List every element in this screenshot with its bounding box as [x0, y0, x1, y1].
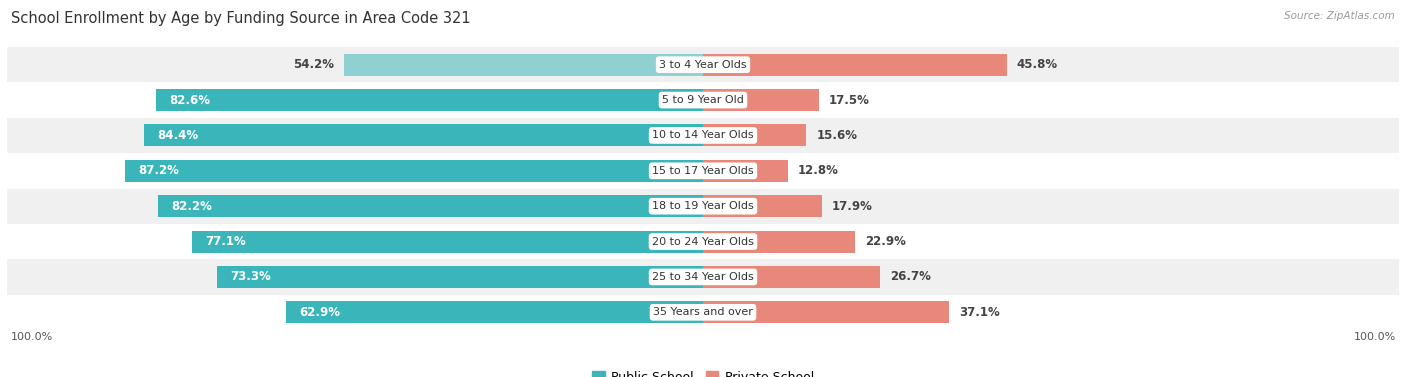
Bar	[125, 160, 703, 182]
Text: 62.9%: 62.9%	[299, 306, 340, 319]
Text: 82.6%: 82.6%	[169, 93, 209, 107]
Text: 54.2%: 54.2%	[292, 58, 333, 71]
Bar	[7, 83, 1399, 118]
Bar	[703, 266, 880, 288]
Text: 3 to 4 Year Olds: 3 to 4 Year Olds	[659, 60, 747, 70]
Bar	[7, 188, 1399, 224]
Bar	[157, 195, 703, 217]
Bar	[703, 301, 949, 323]
Text: 15 to 17 Year Olds: 15 to 17 Year Olds	[652, 166, 754, 176]
Bar	[703, 195, 821, 217]
Text: 10 to 14 Year Olds: 10 to 14 Year Olds	[652, 130, 754, 141]
Text: 35 Years and over: 35 Years and over	[652, 307, 754, 317]
Bar	[7, 224, 1399, 259]
Bar	[285, 301, 703, 323]
Bar	[193, 231, 703, 253]
Bar	[7, 294, 1399, 330]
Text: 77.1%: 77.1%	[205, 235, 246, 248]
Text: 37.1%: 37.1%	[959, 306, 1000, 319]
Text: 12.8%: 12.8%	[797, 164, 838, 177]
Bar	[7, 47, 1399, 83]
Bar	[343, 54, 703, 76]
Text: 25 to 34 Year Olds: 25 to 34 Year Olds	[652, 272, 754, 282]
Legend: Public School, Private School: Public School, Private School	[588, 366, 818, 377]
Bar	[156, 89, 703, 111]
Text: 22.9%: 22.9%	[865, 235, 905, 248]
Bar	[7, 118, 1399, 153]
Text: 82.2%: 82.2%	[172, 200, 212, 213]
Text: 20 to 24 Year Olds: 20 to 24 Year Olds	[652, 236, 754, 247]
Text: 18 to 19 Year Olds: 18 to 19 Year Olds	[652, 201, 754, 211]
Bar	[703, 231, 855, 253]
Text: 15.6%: 15.6%	[817, 129, 858, 142]
Text: 5 to 9 Year Old: 5 to 9 Year Old	[662, 95, 744, 105]
Text: Source: ZipAtlas.com: Source: ZipAtlas.com	[1284, 11, 1395, 21]
Text: 73.3%: 73.3%	[231, 270, 271, 284]
Text: 17.5%: 17.5%	[830, 93, 870, 107]
Bar	[703, 160, 787, 182]
Text: 100.0%: 100.0%	[1354, 332, 1396, 342]
Text: 17.9%: 17.9%	[831, 200, 873, 213]
Bar	[143, 124, 703, 146]
Text: 45.8%: 45.8%	[1017, 58, 1057, 71]
Text: School Enrollment by Age by Funding Source in Area Code 321: School Enrollment by Age by Funding Sour…	[11, 11, 471, 26]
Bar	[217, 266, 703, 288]
Bar	[703, 89, 818, 111]
Bar	[703, 54, 1007, 76]
Bar	[703, 124, 807, 146]
Bar	[7, 153, 1399, 188]
Bar	[7, 259, 1399, 294]
Text: 87.2%: 87.2%	[138, 164, 179, 177]
Text: 26.7%: 26.7%	[890, 270, 931, 284]
Text: 84.4%: 84.4%	[157, 129, 198, 142]
Text: 100.0%: 100.0%	[10, 332, 52, 342]
